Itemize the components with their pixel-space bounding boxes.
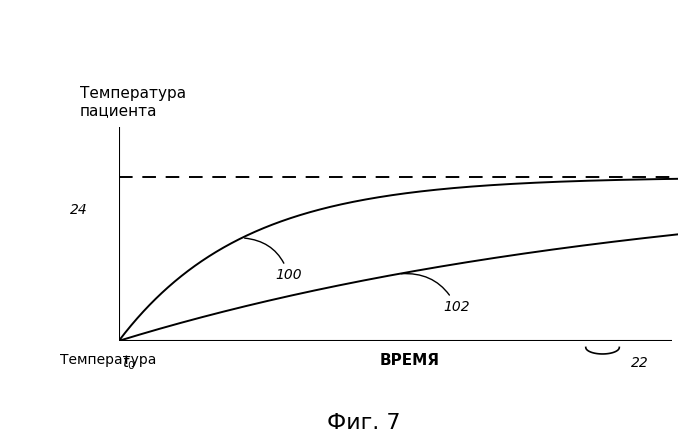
- Text: Фиг. 7: Фиг. 7: [326, 413, 401, 433]
- Text: Температура: Температура: [60, 353, 157, 367]
- Text: $t_0$: $t_0$: [122, 353, 136, 371]
- Text: 24: 24: [71, 203, 88, 217]
- Text: 102: 102: [401, 274, 470, 314]
- Text: 100: 100: [245, 238, 302, 282]
- Text: 22: 22: [630, 356, 648, 370]
- Text: Температура
пациента: Температура пациента: [80, 86, 186, 118]
- Text: ВРЕМЯ: ВРЕМЯ: [380, 353, 440, 368]
